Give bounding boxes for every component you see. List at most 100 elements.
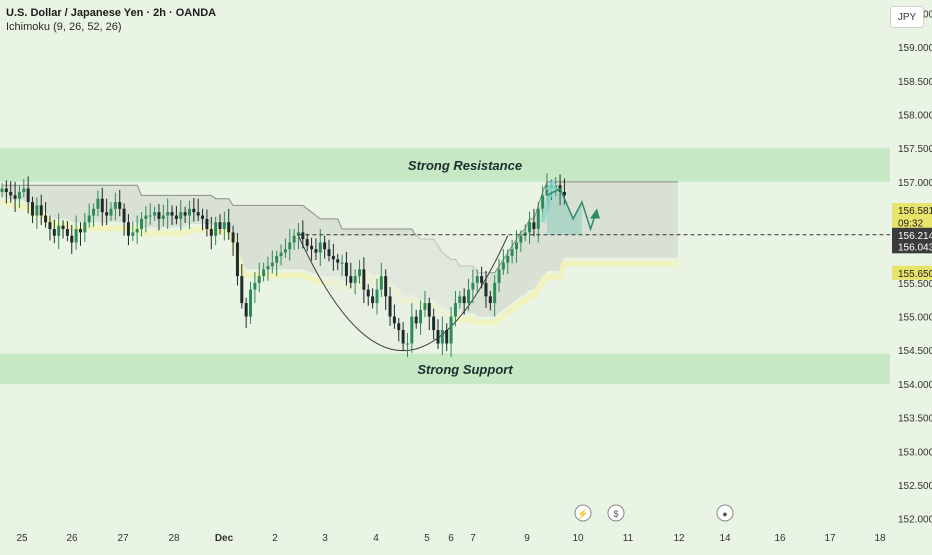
candle-body: [288, 242, 292, 250]
candle-body: [13, 195, 17, 199]
candle-body: [0, 188, 4, 192]
candle-body: [283, 249, 287, 253]
time-tick-label: 9: [524, 533, 530, 544]
candle-body: [244, 303, 248, 317]
candle-body: [183, 212, 187, 216]
projection-area: [547, 188, 582, 235]
candle-body: [331, 255, 335, 260]
candle-body: [510, 249, 514, 256]
senkou-span-b: [2, 181, 678, 274]
price-tag-label: 156.043: [898, 242, 932, 253]
candle-body: [144, 215, 148, 219]
time-tick-label: 26: [66, 533, 78, 544]
candle-body: [323, 242, 327, 250]
time-axis: 25 26 27 28 Dec 2 3 4 5 7 9 10 11 12 14 16 17 18 6: [16, 533, 886, 544]
time-tick-label: 28: [168, 533, 180, 544]
price-tick-label: 155.500: [898, 279, 932, 290]
candle-body: [541, 195, 545, 209]
time-tick-label: Dec: [215, 533, 234, 544]
candle-body: [336, 259, 340, 263]
price-tick-label: 157.500: [898, 144, 932, 155]
candle-body: [480, 276, 484, 283]
currency-button[interactable]: JPY: [890, 6, 924, 28]
candle-body: [266, 266, 270, 270]
candle-body: [305, 239, 309, 246]
candle-body: [449, 316, 453, 344]
candle-body: [31, 202, 35, 216]
candle-body: [419, 309, 423, 324]
candle-body: [292, 235, 296, 243]
indicator-label[interactable]: Ichimoku (9, 26, 52, 26): [6, 21, 122, 33]
candle-body: [275, 255, 279, 263]
candle-body: [78, 229, 82, 233]
time-tick-label: 18: [874, 533, 886, 544]
candle-body: [61, 225, 65, 230]
price-tick-label: 154.000: [898, 380, 932, 391]
price-tick-label: 154.500: [898, 346, 932, 357]
candle-body: [9, 191, 13, 196]
price-tag: [892, 203, 932, 218]
candle-body: [126, 222, 130, 236]
candle-body: [153, 212, 157, 216]
price-axis: 159.500159.000158.500158.000157.500157.0…: [890, 0, 932, 550]
candle-body: [105, 212, 109, 216]
price-tick-label: 155.000: [898, 313, 932, 324]
price-tick-label: 159.000: [898, 43, 932, 54]
candle-body: [427, 303, 431, 317]
price-tick-label: 157.000: [898, 178, 932, 189]
price-tag-label: 156.214: [898, 231, 932, 242]
candle-body: [140, 218, 144, 230]
candle-body: [475, 276, 479, 283]
candle-body: [192, 208, 196, 213]
candle-body: [279, 252, 283, 256]
candle-body: [458, 296, 462, 304]
candle-body: [327, 249, 331, 256]
candle-body: [414, 316, 418, 324]
candle-body: [157, 212, 161, 219]
candle-body: [314, 249, 318, 253]
candle-body: [545, 185, 549, 196]
candle-body: [253, 282, 257, 290]
candle-body: [240, 276, 244, 304]
candle-body: [52, 229, 56, 236]
candle-body: [179, 212, 183, 219]
support-label: Strong Support: [417, 362, 513, 377]
candle-body: [484, 282, 488, 297]
candle-body: [96, 198, 100, 209]
candle-body: [344, 262, 348, 277]
time-tick-label: 5: [424, 533, 430, 544]
candle-body: [65, 229, 69, 236]
candle-body: [401, 330, 405, 344]
price-tag: [892, 239, 932, 254]
economic-event-icon: [607, 504, 625, 522]
event-icons: ⚡ $ ●: [574, 504, 734, 522]
candle-body: [148, 215, 152, 217]
symbol-title[interactable]: U.S. Dollar / Japanese Yen · 2h · OANDA: [6, 7, 217, 19]
candle-body: [83, 222, 87, 233]
price-tag: [892, 265, 932, 280]
time-tick-label: 17: [824, 533, 836, 544]
up-projection-arrowhead: [545, 177, 558, 190]
candle-body: [39, 205, 43, 216]
price-tick-label: 152.500: [898, 481, 932, 492]
price-tick-label: 153.500: [898, 414, 932, 425]
time-tick-label: 10: [572, 533, 584, 544]
candle-body: [310, 245, 314, 250]
candle-body: [423, 303, 427, 310]
candle-body: [375, 289, 379, 304]
time-tick-label: 25: [16, 533, 28, 544]
time-tick-label: 3: [322, 533, 328, 544]
candle-body: [467, 289, 471, 304]
candle-body: [131, 232, 135, 236]
candle-body: [205, 218, 209, 230]
candle-body: [74, 229, 78, 243]
chart-header: U.S. Dollar / Japanese Yen · 2h · OANDA …: [6, 6, 216, 34]
candle-body: [488, 296, 492, 304]
candle-body: [135, 229, 139, 233]
candle-body: [301, 232, 305, 240]
price-tag: [892, 215, 932, 230]
candle-body: [70, 235, 74, 243]
lightning-event-icon-glyph: ⚡: [577, 508, 588, 520]
